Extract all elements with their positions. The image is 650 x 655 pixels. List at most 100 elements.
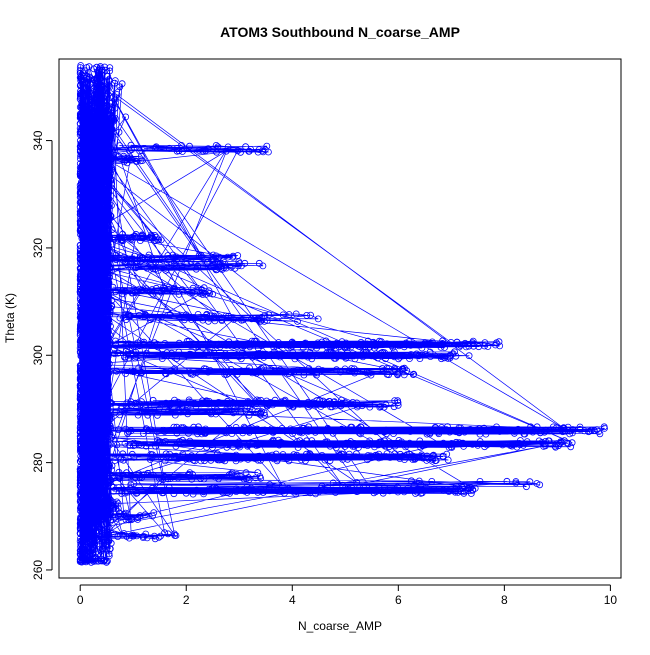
data-point [161, 437, 169, 445]
data-point [338, 400, 346, 408]
data-point [166, 450, 174, 458]
data-point [396, 353, 404, 361]
data-point [481, 342, 488, 350]
data-point [333, 352, 341, 360]
data-point [406, 355, 413, 363]
data-point [391, 450, 399, 458]
data-point [222, 147, 230, 155]
data-point [99, 411, 107, 418]
data-point [297, 486, 305, 494]
data-point [160, 473, 168, 481]
data-point [187, 316, 195, 323]
data-point [78, 151, 85, 159]
data-point [97, 321, 105, 329]
data-point [405, 338, 413, 345]
data-point [167, 367, 175, 375]
data-point [207, 456, 215, 464]
data-point [278, 487, 286, 495]
data-point [111, 254, 119, 262]
data-point [306, 487, 314, 495]
data-point [446, 353, 454, 361]
data-point [162, 266, 170, 274]
data-point [81, 397, 89, 405]
data-point [255, 367, 263, 374]
data-point [93, 303, 100, 311]
data-point [170, 423, 178, 431]
data-point [88, 546, 95, 553]
data-point [89, 261, 97, 269]
data-point [290, 451, 298, 459]
data-point [455, 424, 463, 432]
data-point [111, 77, 119, 84]
data-point [142, 530, 150, 538]
data-point [101, 359, 109, 367]
data-point [78, 102, 85, 109]
data-point [124, 488, 132, 496]
data-point [364, 442, 372, 450]
data-point [330, 398, 337, 406]
data-point [87, 180, 94, 188]
data-point [79, 201, 87, 209]
data-point [138, 441, 146, 449]
data-point [151, 339, 158, 347]
data-point [108, 296, 116, 304]
data-point [186, 437, 194, 445]
data-point [89, 155, 97, 162]
data-point [93, 396, 101, 404]
data-point [95, 67, 102, 74]
data-point [222, 341, 230, 349]
data-point [380, 403, 388, 411]
data-point [108, 466, 116, 474]
data-point [293, 451, 301, 459]
data-point [293, 438, 301, 445]
data-point [223, 489, 231, 497]
data-point [127, 472, 135, 480]
data-point [81, 129, 89, 137]
data-point [341, 365, 349, 373]
data-point [106, 264, 113, 272]
data-point [194, 310, 202, 318]
data-point [124, 429, 131, 437]
data-point [108, 462, 116, 470]
data-point [241, 259, 249, 267]
data-point [92, 368, 100, 376]
data-point [252, 337, 260, 345]
data-point [200, 490, 208, 498]
data-point [93, 362, 101, 370]
data-point [122, 512, 130, 520]
data-point [219, 427, 227, 435]
data-point [259, 488, 267, 496]
data-point [152, 258, 160, 266]
data-point [81, 386, 88, 394]
data-point [135, 441, 143, 449]
data-point [214, 456, 222, 464]
data-point [76, 64, 84, 71]
data-point [247, 484, 255, 492]
data-point [315, 365, 322, 373]
data-point [170, 530, 178, 538]
data-point [104, 274, 112, 282]
data-point [206, 289, 214, 297]
data-point [89, 360, 97, 368]
data-point [102, 459, 110, 467]
data-point [102, 284, 110, 292]
data-point [471, 484, 479, 492]
data-point [261, 426, 269, 434]
data-point [305, 423, 313, 431]
data-point [288, 342, 296, 350]
data-point [76, 247, 84, 255]
data-point [106, 307, 114, 314]
data-point [224, 312, 232, 320]
data-point [553, 424, 560, 432]
data-point [546, 427, 553, 435]
data-point [200, 488, 208, 496]
data-point [499, 427, 507, 434]
data-point [85, 339, 92, 347]
data-point [125, 147, 133, 155]
data-point [267, 440, 275, 448]
data-point [407, 351, 415, 358]
data-point [155, 533, 163, 541]
data-point [211, 317, 219, 325]
data-point [118, 287, 126, 295]
data-point [174, 406, 182, 413]
